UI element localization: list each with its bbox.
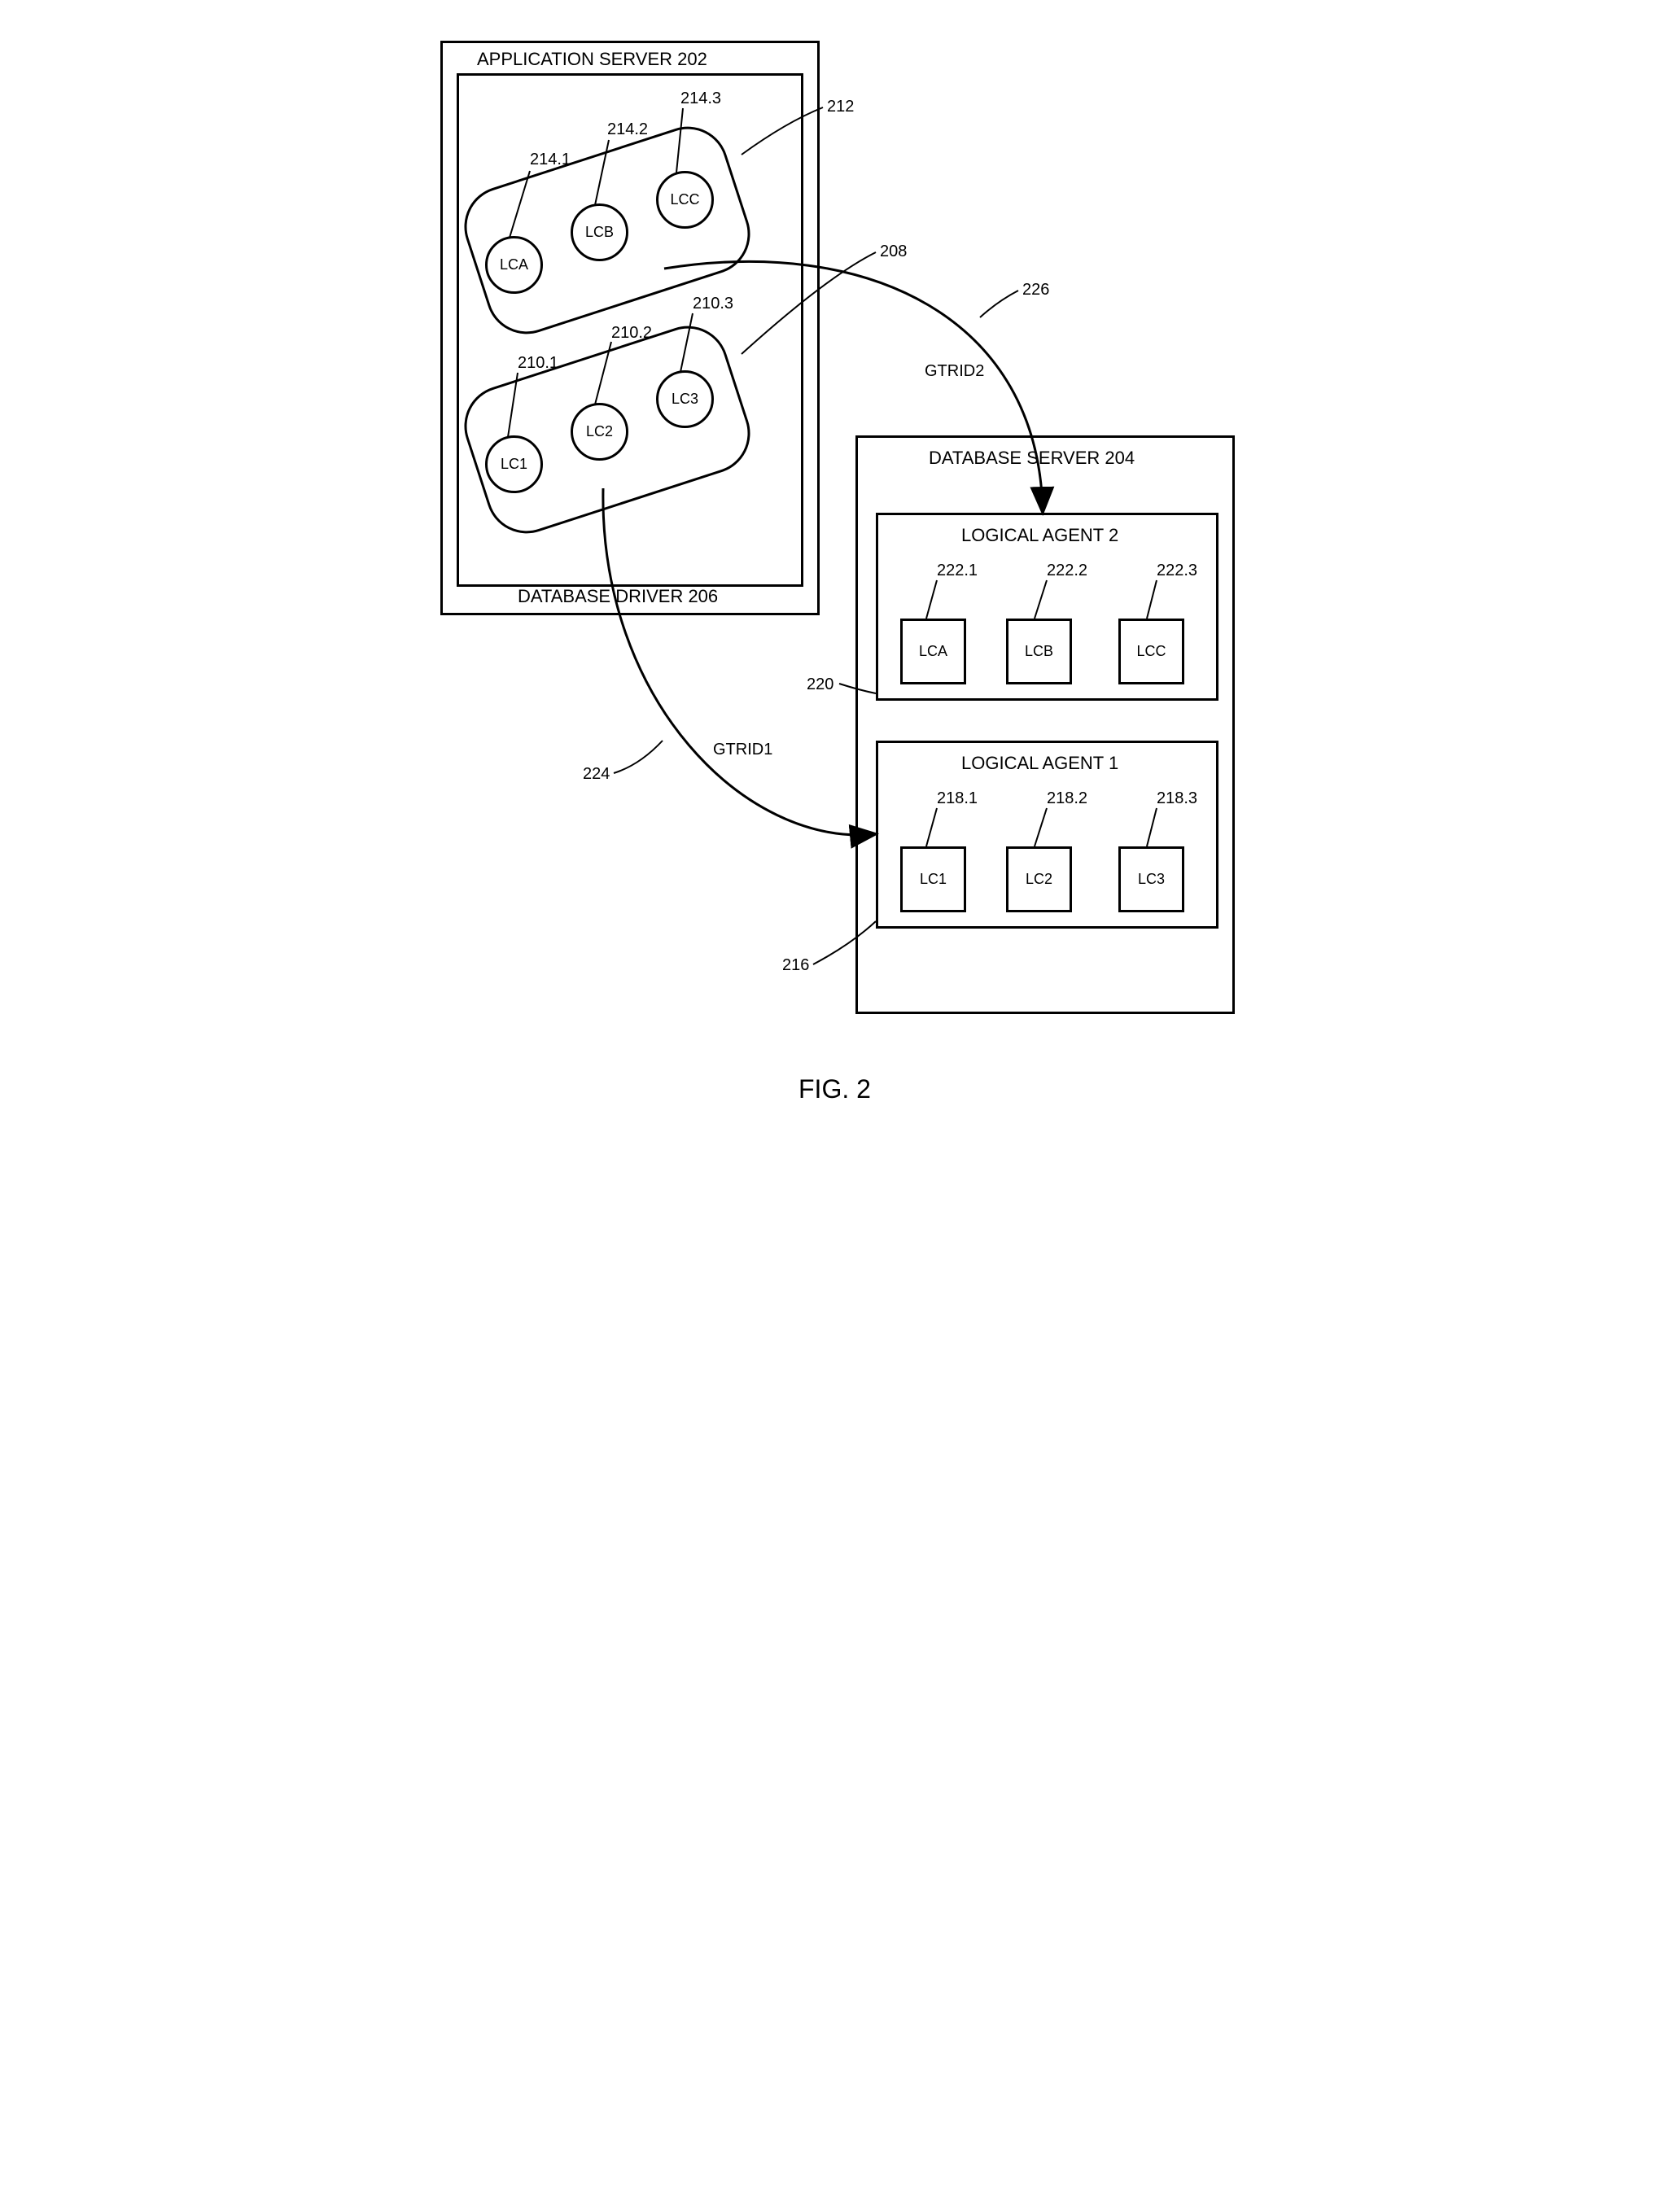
ref-212: 212	[827, 98, 854, 116]
ref-222-2: 222.2	[1047, 562, 1087, 580]
ref-226: 226	[1022, 281, 1049, 299]
box-lc2-label: LC2	[1026, 871, 1052, 888]
ref-214-3: 214.3	[680, 90, 721, 108]
circle-lc2-label: LC2	[586, 423, 613, 440]
ref-214-2: 214.2	[607, 120, 648, 139]
agent1-title: LOGICAL AGENT 1	[961, 753, 1118, 774]
gtrid1-label: GTRID1	[713, 741, 772, 759]
ref-222-3: 222.3	[1157, 562, 1197, 580]
box-lcc-label: LCC	[1136, 643, 1166, 660]
circle-lc3-label: LC3	[672, 391, 698, 408]
box-lca-label: LCA	[919, 643, 947, 660]
box-lc3-label: LC3	[1138, 871, 1165, 888]
ref-208: 208	[880, 243, 907, 261]
circle-lc1: LC1	[485, 435, 543, 493]
ref-214-1: 214.1	[530, 151, 571, 169]
circle-lcc-label: LCC	[670, 191, 699, 208]
box-lc1-label: LC1	[920, 871, 947, 888]
box-lcb: LCB	[1006, 619, 1072, 684]
box-lcb-label: LCB	[1025, 643, 1053, 660]
ref-218-2: 218.2	[1047, 789, 1087, 808]
ref-222-1: 222.1	[937, 562, 978, 580]
circle-lc1-label: LC1	[501, 456, 527, 473]
circle-lc3: LC3	[656, 370, 714, 428]
diagram-container: APPLICATION SERVER 202 DATABASE DRIVER 2…	[420, 33, 1260, 1132]
circle-lc2: LC2	[571, 403, 628, 461]
ref-218-3: 218.3	[1157, 789, 1197, 808]
ref-224: 224	[583, 765, 610, 784]
ref-210-1: 210.1	[518, 354, 558, 373]
box-lc2: LC2	[1006, 846, 1072, 912]
db-server-title: DATABASE SERVER 204	[929, 448, 1135, 469]
box-lca: LCA	[900, 619, 966, 684]
box-lc1: LC1	[900, 846, 966, 912]
app-server-title: APPLICATION SERVER 202	[477, 49, 707, 70]
circle-lca-label: LCA	[500, 256, 528, 273]
box-lcc: LCC	[1118, 619, 1184, 684]
ref-216: 216	[782, 956, 809, 975]
ref-210-2: 210.2	[611, 324, 652, 343]
figure-label: FIG. 2	[798, 1074, 871, 1104]
circle-lca: LCA	[485, 236, 543, 294]
gtrid2-label: GTRID2	[925, 362, 984, 381]
db-driver-label: DATABASE DRIVER 206	[518, 586, 718, 607]
ref-218-1: 218.1	[937, 789, 978, 808]
circle-lcb: LCB	[571, 203, 628, 261]
agent2-title: LOGICAL AGENT 2	[961, 525, 1118, 546]
circle-lcb-label: LCB	[585, 224, 614, 241]
ref-210-3: 210.3	[693, 295, 733, 313]
circle-lcc: LCC	[656, 171, 714, 229]
box-lc3: LC3	[1118, 846, 1184, 912]
ref-220: 220	[807, 675, 833, 694]
